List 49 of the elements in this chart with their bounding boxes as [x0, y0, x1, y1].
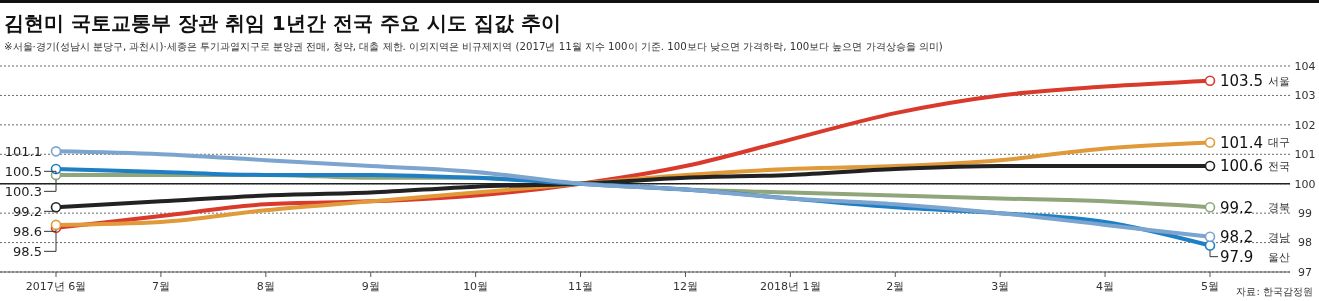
text: 대구: [1268, 136, 1290, 150]
chart-title: 김현미 국토교통부 장관 취임 1년간 전국 주요 시도 집값 추이: [4, 11, 561, 35]
point: [1204, 160, 1216, 172]
data-label: 100.3: [4, 183, 42, 199]
point: [1204, 231, 1216, 242]
text: 울산: [1268, 250, 1290, 264]
data-label: 100.5: [4, 163, 42, 179]
data-label: 98.2: [1220, 227, 1254, 246]
y-tick-label: 101: [1294, 148, 1316, 162]
data-label: 99.2: [13, 203, 42, 219]
text: 경북: [1268, 201, 1290, 215]
text: 전국: [1268, 159, 1290, 173]
y-tick-label: 98: [1298, 236, 1312, 250]
data-label: 103.5: [1220, 71, 1263, 90]
text: 서울: [1268, 74, 1290, 88]
data-label: 98.5: [13, 243, 42, 259]
x-tick-label: 9월: [361, 280, 380, 293]
x-tick-label: 10월: [463, 280, 489, 293]
data-label: 101.4: [1220, 133, 1263, 152]
data-label: 101.1: [4, 143, 42, 159]
data-label: 97.9: [1220, 247, 1254, 266]
x-tick-label: 12월: [672, 280, 698, 293]
x-tick-label: 2017년 6월: [25, 280, 87, 293]
x-tick-label: 4월: [1096, 280, 1115, 293]
data-label: 98.6: [13, 223, 42, 239]
y-tick-label: 99: [1298, 206, 1312, 220]
text: 자료: 한국감정원: [1236, 286, 1313, 297]
point: [50, 201, 62, 213]
point: [1204, 75, 1216, 87]
text: 경남: [1268, 230, 1290, 244]
x-tick-label: 7월: [151, 280, 170, 293]
x-tick-label: 8월: [256, 280, 275, 293]
x-tick-label: 5월: [1201, 280, 1219, 293]
data-label: 100.6: [1220, 157, 1263, 176]
point: [1204, 137, 1216, 148]
y-tick-label: 100: [1294, 177, 1316, 191]
x-tick-label: 3월: [991, 280, 1010, 293]
chart-subtitle: ※서울·경기(성남시 분당구, 과천시)·세종은 투기과열지구로 분양권 전매, 청약, 대출 제한. 이외지역은 비규제지역 (2017년 11월 지수 100이 기준. 100보다 낮으면 가격하락, 100보다 높으면 가격상승을 의미): [4, 41, 943, 52]
point: [1204, 201, 1216, 213]
data-label: 99.2: [1220, 198, 1254, 217]
point: [1204, 240, 1216, 251]
y-tick-label: 103: [1294, 89, 1316, 103]
x-tick-label: 2월: [886, 280, 905, 293]
y-tick-label: 97: [1298, 265, 1312, 279]
point: [50, 146, 62, 157]
y-tick-label: 102: [1294, 118, 1316, 132]
x-tick-label: 2018년 1월: [760, 280, 821, 293]
y-tick-label: 104: [1294, 59, 1316, 73]
x-tick-label: 11월: [568, 280, 594, 293]
